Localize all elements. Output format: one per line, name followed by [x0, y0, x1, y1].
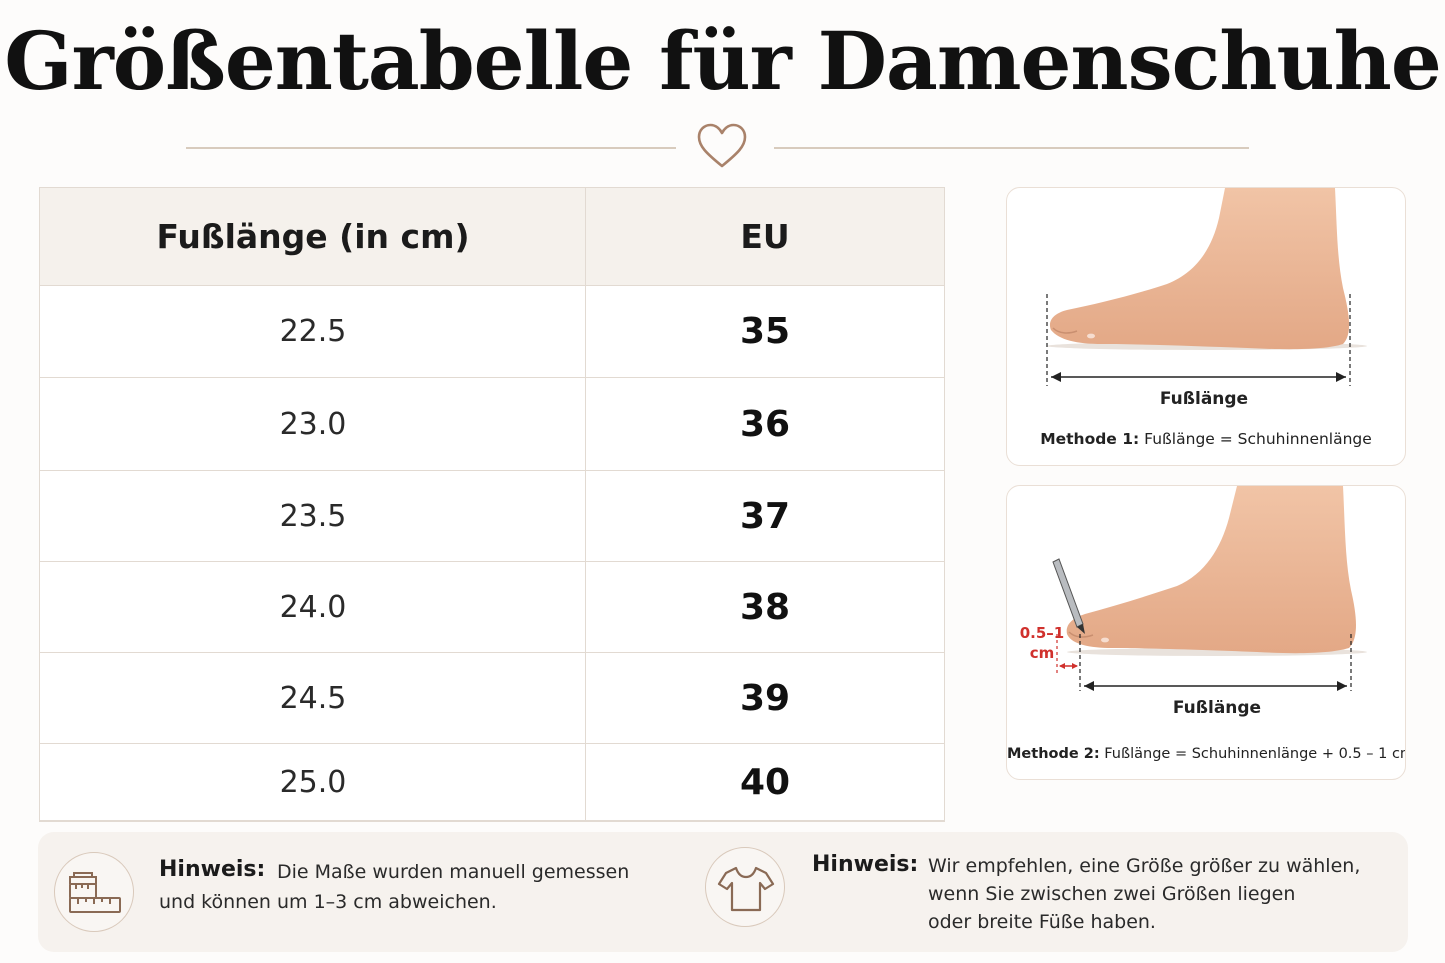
method-1-title: Methode 1:: [1040, 430, 1140, 448]
table-row: 24.0 38: [40, 562, 944, 653]
foot-length-cell: 24.5: [279, 680, 347, 716]
eu-size-cell: 35: [739, 311, 791, 352]
note-2-text: Wir empfehlen, eine Größe größer zu wähl…: [928, 852, 1360, 936]
eu-size-cell: 36: [739, 403, 791, 445]
note-2-line: wenn Sie zwischen zwei Größen liegen: [928, 883, 1296, 905]
ruler-icon: [69, 872, 121, 913]
note-2-line: oder breite Füße haben.: [928, 911, 1156, 933]
table-header: Fußlänge (in cm) EU: [40, 188, 944, 286]
eu-size-cell: 40: [739, 761, 791, 803]
tolerance-label: 0.5–1 cm: [1017, 623, 1067, 663]
note-1-text: Die Maße wurden manuell gemessen und kön…: [159, 857, 629, 917]
table-row: 23.0 36: [40, 378, 944, 471]
foot-illustration: [1046, 188, 1367, 386]
table-row: 24.5 39: [40, 653, 944, 744]
note-1-heading: Hinweis:: [159, 857, 266, 882]
size-table: Fußlänge (in cm) EU 22.5 35 23.0 36 23.5…: [39, 187, 945, 822]
tolerance-value: 0.5–1: [1019, 624, 1065, 642]
header-foot-length: Fußlänge (in cm): [156, 217, 470, 256]
note-1-line: Die Maße wurden manuell gemessen: [277, 861, 630, 883]
method-1-text: Fußlänge = Schuhinnenlänge: [1144, 430, 1372, 448]
method-1-caption: Methode 1: Fußlänge = Schuhinnenlänge: [1007, 430, 1405, 448]
tolerance-unit: cm: [1029, 644, 1055, 662]
method-1-card: Fußlänge Methode 1: Fußlänge = Schuhinne…: [1006, 187, 1406, 466]
tshirt-icon: [717, 866, 775, 912]
foot-length-label: Fußlänge: [1159, 389, 1249, 409]
table-row: 25.0 40: [40, 744, 944, 821]
foot-length-cell: 22.5: [279, 314, 347, 349]
note-1-line: und können um 1–3 cm abweichen.: [159, 891, 497, 913]
divider-right: [774, 147, 1249, 149]
method-2-text: Fußlänge = Schuhinnenlänge + 0.5 – 1 cm: [1104, 746, 1406, 762]
method-2-card: 0.5–1 cm Fußlänge Methode 2: Fußlänge = …: [1006, 485, 1406, 780]
eu-size-cell: 39: [739, 677, 791, 719]
header-eu-size: EU: [740, 217, 790, 256]
table-row: 23.5 37: [40, 471, 944, 562]
foot-length-cell: 24.0: [279, 589, 347, 625]
method-2-title: Methode 2:: [1007, 746, 1100, 762]
divider-left: [186, 147, 676, 149]
note-1-icon-badge: [54, 852, 134, 932]
heart-icon: [697, 123, 747, 168]
table-row: 22.5 35: [40, 286, 944, 378]
method-2-caption: Methode 2: Fußlänge = Schuhinnenlänge + …: [1007, 746, 1405, 762]
eu-size-cell: 38: [739, 586, 791, 628]
foot-length-label: Fußlänge: [1172, 698, 1262, 718]
note-2-icon-badge: [705, 847, 785, 927]
foot-length-cell: 23.5: [279, 498, 347, 534]
column-divider: [585, 188, 586, 821]
notes-bar: Hinweis: Die Maße wurden manuell gemesse…: [38, 832, 1408, 952]
foot-length-cell: 25.0: [279, 764, 347, 800]
foot-illustration: [1052, 486, 1367, 691]
note-2-line: Wir empfehlen, eine Größe größer zu wähl…: [928, 855, 1361, 877]
eu-size-cell: 37: [739, 495, 791, 537]
pen-icon: [1052, 558, 1085, 634]
page-title: Größentabelle für Damenschuhe: [4, 14, 1441, 108]
note-2-heading: Hinweis:: [812, 852, 919, 877]
foot-length-cell: 23.0: [279, 406, 347, 442]
